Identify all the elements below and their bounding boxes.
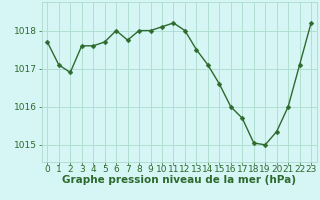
X-axis label: Graphe pression niveau de la mer (hPa): Graphe pression niveau de la mer (hPa): [62, 175, 296, 185]
